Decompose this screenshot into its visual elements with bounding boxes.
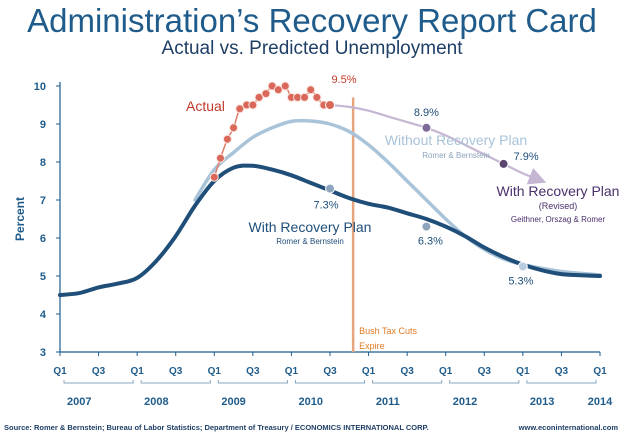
highlight-point-label: 6.3% [418,236,443,248]
highlight-point [325,183,335,194]
y-tick-label: 6 [40,233,46,245]
x-tick-label: Q1 [593,366,607,377]
year-bracket [372,380,443,384]
highlight-point-label: 7.9% [514,151,539,163]
highlight-point [421,122,432,133]
series-label-with: With Recovery Plan [249,219,372,235]
series-label-without: Without Recovery Plan [385,132,527,148]
highlight-point [421,221,432,232]
actual-point [215,153,225,163]
highlight-point [498,158,509,169]
x-year-label: 2009 [221,396,245,408]
actual-point [222,134,232,144]
x-tick-label: Q3 [555,366,569,377]
highlight-point [517,261,528,272]
y-axis-label: Percent [13,197,27,241]
year-bracket [294,380,366,384]
actual-point [248,100,258,110]
x-tick-label: Q1 [516,366,530,377]
actual-point [306,85,316,95]
actual-point [300,92,310,102]
year-bracket [526,380,597,384]
x-tick-label: Q3 [478,366,492,377]
highlight-point-label: 9.5% [331,74,356,86]
actual-point [312,92,322,102]
year-bracket [217,380,288,384]
x-year-label: 2010 [298,396,322,408]
website-link[interactable]: www.econinternational.com [518,423,618,432]
series-label-actual: Actual [186,98,225,114]
x-year-label: 2013 [530,396,554,408]
series-label-revised: (Revised) [539,201,578,211]
highlight-point-label: 7.3% [313,200,338,212]
y-tick-label: 3 [40,347,46,359]
y-tick-label: 7 [40,195,46,207]
chart-subtitle: Actual vs. Predicted Unemployment [161,38,463,59]
actual-point [280,81,290,91]
x-tick-label: Q3 [323,366,337,377]
y-tick-label: 9 [40,119,46,131]
y-tick-label: 10 [34,81,46,93]
x-tick-label: Q3 [92,366,106,377]
series-label-revised: Geithner, Orszag & Romer [511,215,606,224]
actual-point [273,85,283,95]
x-tick-label: Q1 [53,366,67,377]
x-tick-label: Q3 [169,366,183,377]
y-tick-label: 8 [40,157,46,169]
series-label-revised: With Recovery Plan [497,183,620,199]
x-tick-label: Q1 [130,366,144,377]
source-note: Source: Romer & Bernstein; Bureau of Lab… [4,423,429,432]
actual-point [254,92,264,102]
highlight-point-label: 8.9% [414,107,439,119]
x-year-label: 2008 [144,396,168,408]
x-year-label: 2011 [376,396,400,408]
actual-point [229,123,239,133]
y-tick-label: 5 [40,271,46,283]
actual-point [261,89,271,99]
highlight-point-label: 5.3% [508,276,533,288]
series-label-without: Romer & Bernstein [422,151,490,160]
x-tick-label: Q1 [285,366,299,377]
x-tick-label: Q3 [246,366,260,377]
actual-point [209,172,219,182]
x-tick-label: Q1 [362,366,376,377]
x-year-label: 2007 [67,396,91,408]
year-bracket [63,380,134,384]
year-bracket [449,380,520,384]
y-tick-label: 4 [40,309,47,321]
bush-tax-cut-label: Expire [359,341,385,351]
bush-tax-cut-label: Bush Tax Cuts [359,326,417,336]
x-year-label: 2014 [588,396,613,408]
year-bracket [140,380,211,384]
actual-point [235,104,245,114]
x-tick-label: Q1 [208,366,222,377]
series-label-with: Romer & Bernstein [276,237,344,246]
x-tick-label: Q1 [439,366,453,377]
x-year-label: 2012 [453,396,477,408]
chart-title: Administration’s Recovery Report Card [27,2,597,39]
x-tick-label: Q3 [400,366,414,377]
highlight-point [325,100,335,110]
